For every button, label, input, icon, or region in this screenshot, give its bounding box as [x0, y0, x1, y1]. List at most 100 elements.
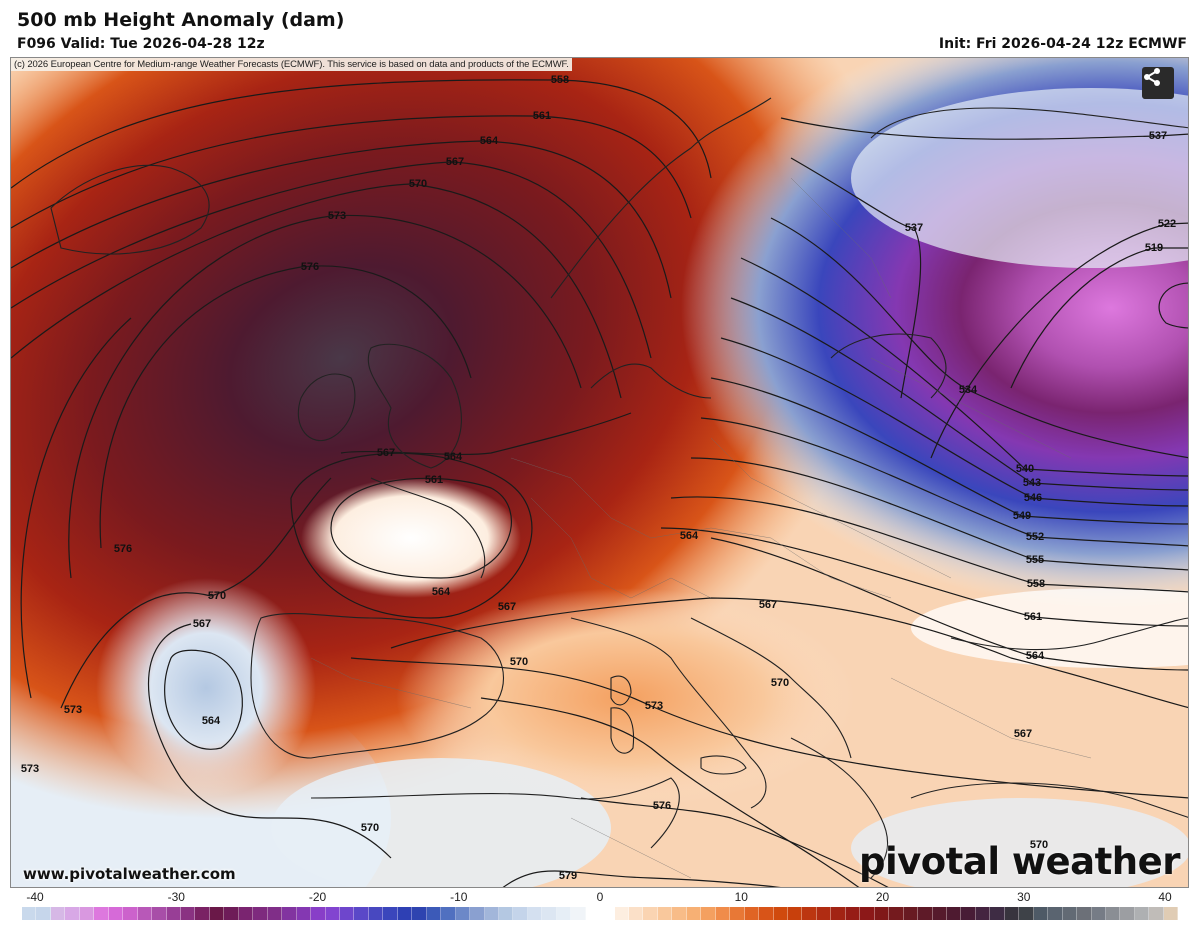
- colorbar-swatch: [542, 907, 557, 920]
- contour-label: 579: [559, 870, 577, 882]
- contour-label: 540: [1016, 463, 1034, 475]
- colorbar-swatch: [600, 907, 615, 920]
- colorbar-swatch: [672, 907, 687, 920]
- colorbar-tick: -20: [308, 890, 327, 904]
- colorbar-swatch: [50, 907, 66, 920]
- contour-labels: 5585615645675705735765765735735705675645…: [21, 74, 1176, 882]
- coastlines: [50, 97, 1188, 879]
- anomaly-field: 5585615645675705735765765735735705675645…: [11, 58, 1188, 887]
- contour-label: 567: [377, 447, 395, 459]
- contour-label: 570: [361, 822, 379, 834]
- website-link[interactable]: www.pivotalweather.com: [23, 865, 236, 883]
- contour-label: 567: [193, 618, 211, 630]
- contour-label: 567: [759, 599, 777, 611]
- contour-label: 558: [1027, 578, 1045, 590]
- colorbar-swatch: [513, 907, 528, 920]
- colorbar-swatch: [961, 907, 976, 920]
- colorbar-swatch: [903, 907, 919, 920]
- valid-time: F096 Valid: Tue 2026-04-28 12z: [17, 36, 265, 52]
- colorbar-swatch: [686, 907, 702, 920]
- colorbar-swatch: [889, 907, 904, 920]
- colorbar-swatch: [36, 907, 51, 920]
- contour-label: 573: [645, 700, 663, 712]
- colorbar-swatch: [585, 907, 601, 920]
- colorbar-swatch: [1134, 907, 1150, 920]
- colorbar-swatch: [484, 907, 499, 920]
- contour-label: 561: [1024, 611, 1042, 623]
- admin-borders: [310, 177, 1092, 879]
- colorbar-swatch: [1163, 907, 1179, 920]
- colorbar-swatch: [657, 907, 673, 920]
- contour-label: 573: [328, 210, 346, 222]
- colorbar-swatch: [556, 907, 572, 920]
- colorbar-swatch: [1120, 907, 1135, 920]
- weather-map[interactable]: 558 561 564 567 570 573 576 576 573 573 570 567 564 5…: [10, 57, 1189, 888]
- brand-logo: pivotal weather: [858, 840, 1181, 883]
- colorbar-swatch: [470, 907, 485, 920]
- contour-label: 537: [905, 222, 923, 234]
- colorbar: [22, 907, 1179, 920]
- colorbar-tick-labels: -40 -30 -20 -10 0 10 20 30 40: [0, 890, 1201, 906]
- contour-label: 564: [1026, 650, 1045, 662]
- colorbar-swatch: [123, 907, 138, 920]
- colorbar-swatch: [426, 907, 442, 920]
- colorbar-swatch: [816, 907, 832, 920]
- colorbar-swatch: [715, 907, 731, 920]
- colorbar-swatch: [730, 907, 745, 920]
- contour-label: 564: [480, 135, 499, 147]
- colorbar-swatch: [296, 907, 312, 920]
- colorbar-swatch: [238, 907, 254, 920]
- colorbar-swatch: [802, 907, 817, 920]
- colorbar-swatch: [773, 907, 789, 920]
- contour-label: 522: [1158, 218, 1176, 230]
- contour-label: 561: [425, 474, 443, 486]
- colorbar-swatch: [152, 907, 167, 920]
- colorbar-swatch: [22, 907, 37, 920]
- colorbar-swatch: [788, 907, 803, 920]
- colorbar-swatch: [1048, 907, 1063, 920]
- colorbar-swatch: [137, 907, 153, 920]
- colorbar-swatch: [975, 907, 991, 920]
- colorbar-swatch: [1019, 907, 1034, 920]
- colorbar-swatch: [79, 907, 95, 920]
- contour-label: 543: [1023, 477, 1041, 489]
- colorbar-swatch: [412, 907, 427, 920]
- colorbar-swatch: [571, 907, 586, 920]
- colorbar-tick: 30: [1017, 890, 1031, 904]
- contour-label: 564: [202, 715, 221, 727]
- share-button[interactable]: [1142, 67, 1174, 99]
- contour-label: 573: [64, 704, 82, 716]
- colorbar-tick: 10: [734, 890, 748, 904]
- colorbar-swatch: [614, 907, 630, 920]
- share-icon: [1144, 68, 1160, 86]
- colorbar-swatch: [831, 907, 846, 920]
- colorbar-swatch: [932, 907, 947, 920]
- colorbar-swatch: [498, 907, 514, 920]
- colorbar-swatch: [1077, 907, 1092, 920]
- init-time: Init: Fri 2026-04-24 12z ECMWF: [938, 36, 1187, 52]
- colorbar-tick: 20: [875, 890, 890, 904]
- colorbar-swatch: [1062, 907, 1078, 920]
- colorbar-swatch: [94, 907, 109, 920]
- colorbar-swatch: [339, 907, 355, 920]
- colorbar-swatch: [180, 907, 196, 920]
- colorbar-swatch: [1091, 907, 1106, 920]
- colorbar-swatch: [1004, 907, 1020, 920]
- contour-label: 534: [959, 384, 978, 396]
- copyright-notice: (c) 2026 European Centre for Medium-rang…: [11, 58, 572, 71]
- colorbar-swatch: [368, 907, 384, 920]
- colorbar-swatch: [1105, 907, 1121, 920]
- contour-label: 570: [771, 677, 789, 689]
- colorbar-swatch: [643, 907, 658, 920]
- contour-label: 567: [498, 601, 516, 613]
- colorbar-swatch: [845, 907, 861, 920]
- contour-label: 555: [1026, 554, 1044, 566]
- colorbar-tick: 0: [596, 890, 604, 904]
- colorbar-swatch: [354, 907, 369, 920]
- colorbar-swatch: [441, 907, 456, 920]
- colorbar-swatch: [267, 907, 283, 920]
- contour-label: 546: [1024, 492, 1042, 504]
- colorbar-swatch: [990, 907, 1005, 920]
- colorbar-swatch: [166, 907, 181, 920]
- contour-label: 519: [1145, 242, 1163, 254]
